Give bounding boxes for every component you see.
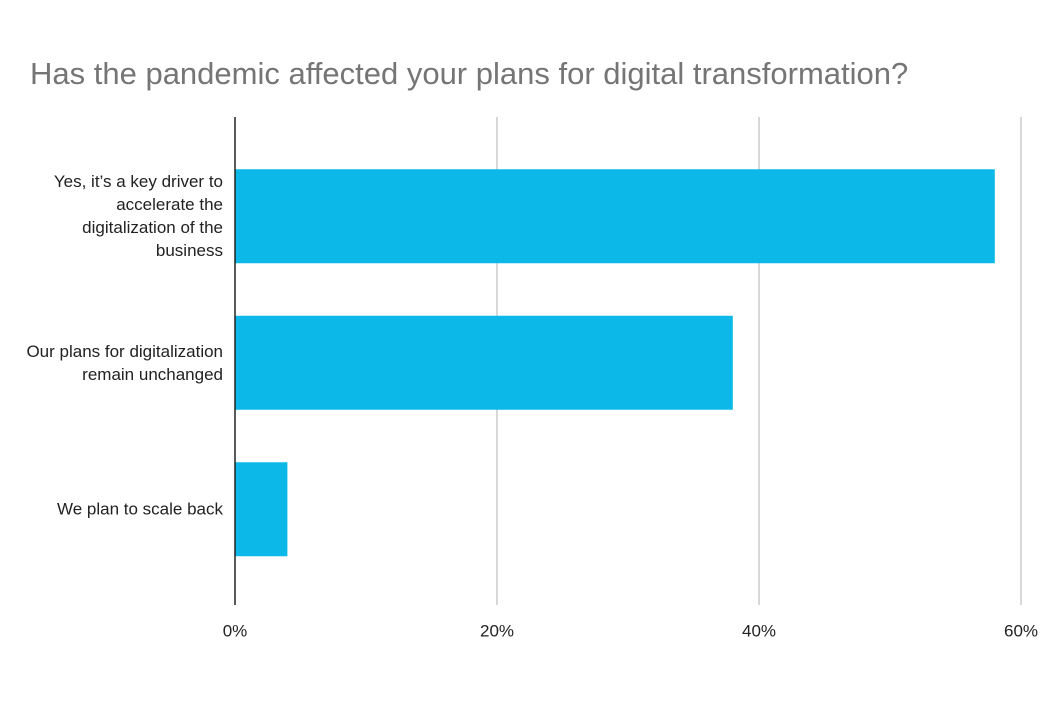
x-tick-label: 40% (742, 621, 776, 640)
x-tick-label: 20% (480, 621, 514, 640)
y-tick-label: Yes, it’s a key driver to accelerate the… (53, 172, 223, 261)
bar (235, 315, 733, 410)
x-tick-label: 60% (1004, 621, 1038, 640)
bar (235, 462, 288, 557)
chart-title: Has the pandemic affected your plans for… (30, 56, 908, 91)
y-tick-label: We plan to scale back (57, 499, 223, 519)
bar (235, 169, 995, 264)
x-tick-label: 0% (223, 621, 248, 640)
y-tick-label: Our plans for digitalization remain unch… (26, 341, 223, 384)
